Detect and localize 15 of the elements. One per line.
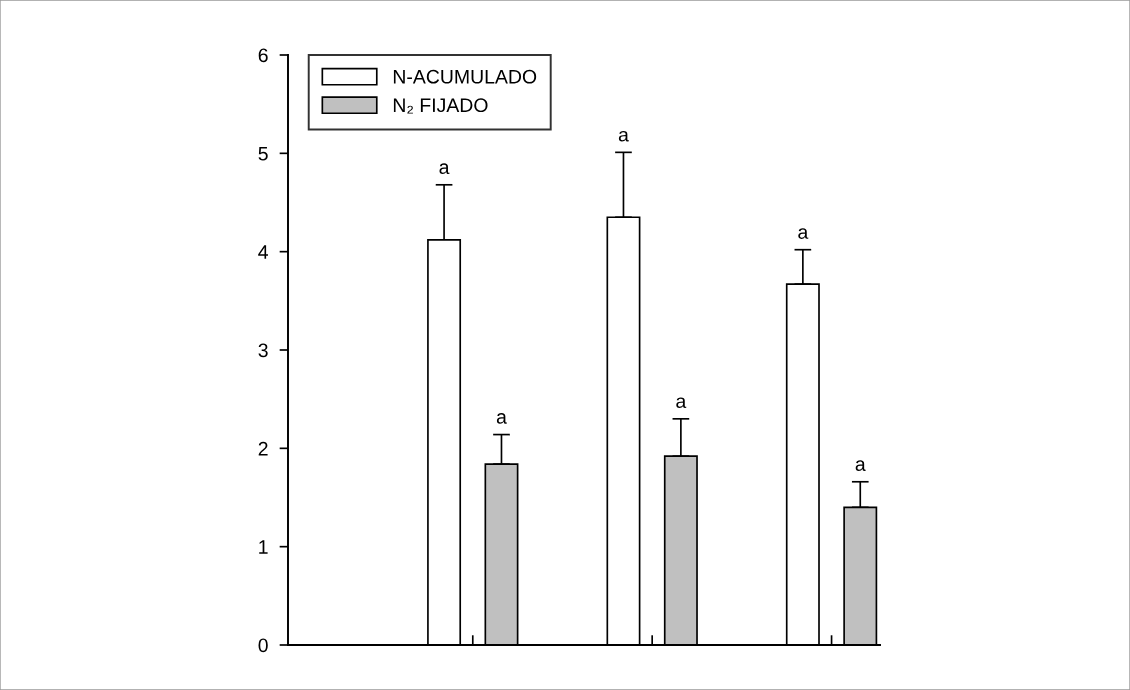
legend-label: N-ACUMULADO [393, 69, 537, 84]
annotation: a [855, 460, 866, 471]
y-tick-label: 3 [258, 343, 268, 358]
annotation: a [618, 130, 629, 142]
annotation: a [439, 163, 450, 175]
y-tick-label: 5 [258, 147, 268, 161]
annotation: a [798, 228, 809, 239]
y-tick-label: 1 [259, 540, 268, 554]
annotation: a [496, 413, 507, 424]
y-tick-label: 4 [258, 245, 268, 259]
y-tick-label: 0 [258, 638, 268, 653]
legend-label: N₂ FIJADO [393, 98, 488, 114]
y-tick-label: 2 [258, 441, 268, 456]
y-tick-label: 6 [258, 48, 268, 63]
annotation: a [676, 397, 687, 409]
